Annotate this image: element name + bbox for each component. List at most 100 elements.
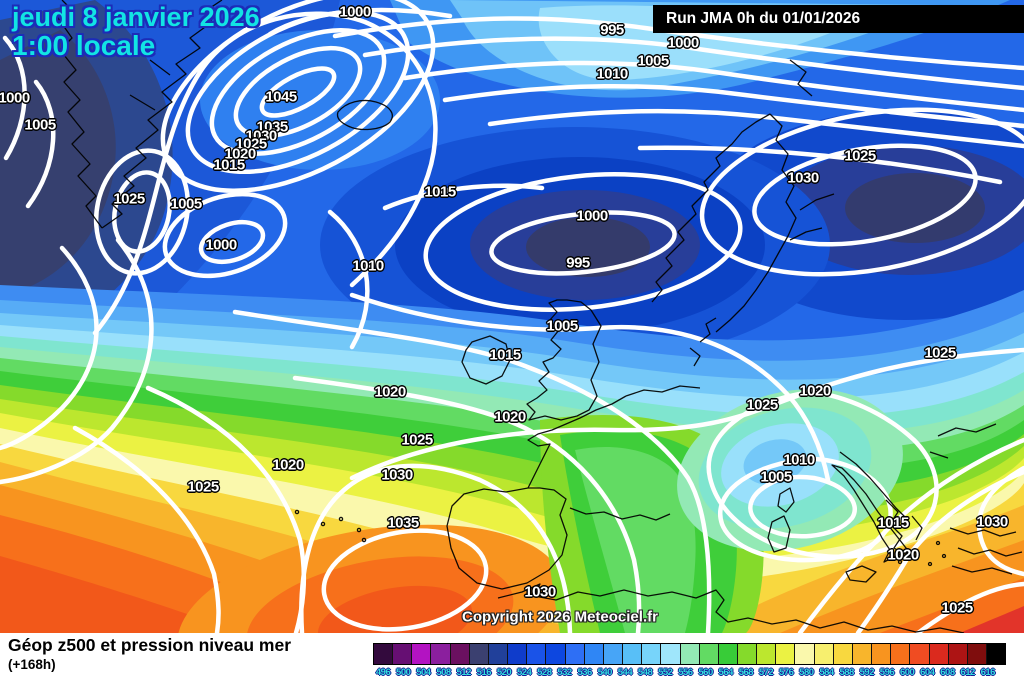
colorbar-tick: 500: [396, 667, 411, 678]
pressure-label: 1025: [844, 147, 876, 165]
pressure-label: 1010: [596, 65, 628, 83]
colorbar-cell: [488, 644, 509, 664]
pressure-label: 1005: [637, 52, 669, 70]
pressure-label: 1020: [374, 383, 406, 401]
colorbar-cell: [642, 644, 662, 664]
colorbar-cell: [814, 644, 834, 664]
colorbar-tick: 512: [456, 667, 472, 678]
pressure-label: 1005: [760, 468, 792, 486]
colorbar-tick: 564: [718, 667, 734, 678]
colorbar-tick: 616: [980, 667, 996, 678]
pressure-label: 1030: [524, 583, 556, 601]
colorbar-tick: 520: [496, 667, 512, 678]
colorbar-cell: [603, 644, 624, 664]
colorbar-cell: [661, 644, 681, 664]
pressure-label: 995: [566, 254, 590, 272]
legend-lead-time: (+168h): [8, 657, 56, 672]
colorbar-cell: [737, 644, 758, 664]
colorbar-tick: 524: [516, 667, 532, 678]
colorbar-tick: 592: [859, 667, 875, 678]
colorbar-cell: [412, 644, 432, 664]
colorbar-tick: 580: [799, 667, 814, 678]
forecast-date: jeudi 8 janvier 2026: [12, 2, 260, 32]
colorbar-cell: [776, 644, 796, 664]
pressure-label: 1010: [352, 257, 384, 275]
colorbar-cell: [891, 644, 911, 664]
colorbar-tick: 568: [738, 667, 754, 678]
colorbar-cell: [987, 644, 1006, 664]
colorbar-tick-row: 496 500 504 508 512 516 520 524 528 532 536 540 544 5…: [373, 667, 998, 678]
colorbar-tick: 552: [658, 667, 673, 678]
pressure-label: 1000: [667, 34, 699, 52]
pressure-label: 1015: [424, 183, 456, 201]
pressure-label: 1035: [256, 118, 288, 136]
pressure-label: 1015: [213, 156, 245, 174]
pressure-label: 1030: [787, 169, 819, 187]
colorbar-cell: [757, 644, 777, 664]
colorbar-cell: [795, 644, 815, 664]
pressure-label: 1030: [976, 513, 1008, 531]
colorbar-cell: [374, 644, 394, 664]
pressure-label: 1025: [113, 190, 145, 208]
colorbar-cell: [852, 644, 873, 664]
colorbar-cell: [584, 644, 604, 664]
pressure-label: 995: [600, 21, 624, 39]
pressure-label: 1000: [576, 207, 608, 225]
map-area: 1000 995 1000 1005 1010 1000 1005 1045 1035 1030 1…: [0, 0, 1024, 633]
colorbar-cell: [718, 644, 738, 664]
colorbar-cell: [431, 644, 451, 664]
pressure-label: 1030: [381, 466, 413, 484]
pressure-label: 1000: [205, 236, 237, 254]
colorbar-cell: [699, 644, 719, 664]
pressure-label: 1010: [783, 451, 815, 469]
weather-map-svg: [0, 0, 1024, 633]
pressure-label: 1020: [272, 456, 304, 474]
pressure-label: 1025: [924, 344, 956, 362]
colorbar-cell: [565, 644, 585, 664]
pressure-label: 1025: [235, 135, 267, 153]
pressure-label: 1025: [746, 396, 778, 414]
colorbar-tick: 516: [476, 667, 492, 678]
date-block: jeudi 8 janvier 2026 1:00 locale: [12, 2, 260, 61]
model-run-bar: Run JMA 0h du 01/01/2026: [653, 5, 1024, 33]
colorbar-cell: [872, 644, 892, 664]
colorbar-tick: 608: [940, 667, 955, 678]
pressure-label: 1020: [799, 382, 831, 400]
colorbar-tick: 596: [879, 667, 895, 678]
legend-title: Géop z500 et pression niveau mer: [8, 635, 292, 655]
colorbar-tick: 508: [436, 667, 451, 678]
colorbar-tick: 604: [920, 667, 935, 678]
colorbar-cell: [680, 644, 700, 664]
colorbar-cell: [546, 644, 566, 664]
pressure-label: 1030: [245, 127, 277, 145]
colorbar-tick: 504: [416, 667, 431, 678]
forecast-local-time: 1:00 locale: [12, 29, 156, 61]
colorbar-cell: [623, 644, 643, 664]
colorbar-tick: 572: [758, 667, 774, 678]
colorbar-tick: 560: [698, 667, 713, 678]
copyright-watermark: Copyright 2026 Meteociel.fr: [462, 608, 658, 626]
pressure-label: 1005: [546, 317, 578, 335]
pressure-label: 1025: [401, 431, 433, 449]
pressure-label: 1025: [941, 599, 973, 617]
pressure-labels-layer: 1000 995 1000 1005 1010 1000 1005 1045 1035 1030 1…: [0, 4, 1008, 617]
colorbar-tick: 576: [779, 667, 794, 678]
pressure-label: 1015: [489, 346, 521, 364]
colorbar-tick: 544: [617, 667, 633, 678]
colorbar-cell: [450, 644, 470, 664]
colorbar-cell: [910, 644, 930, 664]
pressure-label: 1005: [170, 195, 202, 213]
colorbar-tick: 548: [637, 667, 653, 678]
legend-footer: Géop z500 et pression niveau mer (+168h)…: [0, 633, 1024, 683]
pressure-label: 1000: [0, 89, 30, 107]
colorbar-cell: [508, 644, 528, 664]
colorbar-cell: [527, 644, 547, 664]
pressure-label: 1035: [387, 514, 419, 532]
colorbar-cell: [393, 644, 413, 664]
pressure-label: 1020: [494, 408, 526, 426]
colorbar-cell: [929, 644, 949, 664]
colorbar-tick: 612: [960, 667, 975, 678]
pressure-label: 1020: [224, 145, 256, 163]
colorbar-tick: 600: [899, 667, 915, 678]
